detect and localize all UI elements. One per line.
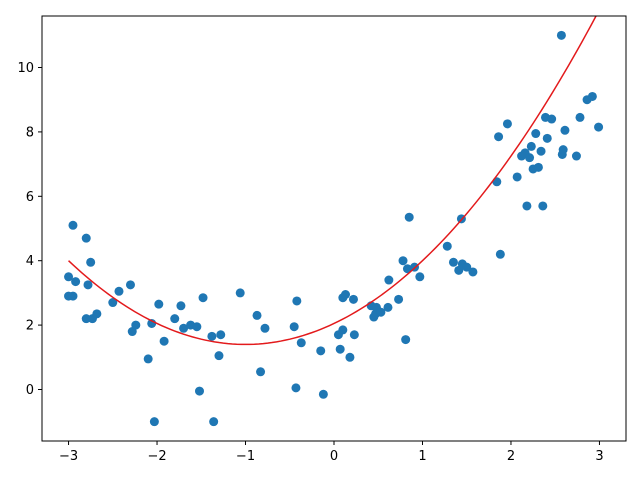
scatter-point [296, 338, 306, 348]
scatter-point [536, 146, 546, 156]
y-tick-label: 10 [17, 61, 34, 76]
scatter-point [92, 309, 102, 319]
scatter-point [341, 290, 350, 299]
x-tick-label: −1 [236, 449, 255, 464]
scatter-point [402, 264, 412, 274]
scatter-point [159, 336, 169, 346]
scatter-point [556, 30, 566, 40]
scatter-point [214, 351, 224, 361]
scatter-point [289, 322, 299, 332]
scatter-point [114, 286, 124, 296]
scatter-point [291, 383, 301, 393]
scatter-point [235, 288, 245, 298]
x-tick-label: 2 [507, 449, 515, 464]
y-tick-label: 2 [26, 319, 34, 334]
x-tick-label: −3 [59, 449, 78, 464]
scatter-point [68, 291, 78, 301]
scatter-point [108, 298, 118, 308]
scatter-point [170, 314, 180, 324]
scatter-point [125, 280, 135, 290]
scatter-point [448, 257, 458, 267]
scatter-point [81, 233, 91, 243]
scatter-point [256, 367, 266, 377]
scatter-point [176, 301, 186, 311]
scatter-point [292, 296, 302, 306]
x-tick-label: 0 [330, 449, 338, 464]
scatter-point [531, 129, 541, 139]
scatter-point [154, 299, 164, 309]
scatter-point [71, 277, 81, 287]
scatter-point [502, 119, 512, 129]
scatter-point [149, 417, 159, 427]
scatter-point [394, 294, 404, 304]
plot-area [64, 16, 604, 427]
scatter-point [571, 151, 581, 161]
scatter-point [345, 352, 355, 362]
y-tick-label: 4 [26, 254, 34, 269]
scatter-point [143, 354, 153, 364]
scatter-point [383, 302, 393, 312]
scatter-point [442, 241, 452, 251]
scatter-point [512, 172, 522, 182]
scatter-point [494, 132, 504, 142]
scatter-point [404, 212, 414, 222]
scatter-point [522, 201, 532, 211]
scatter-point [538, 201, 548, 211]
axes: −3 −2 −1 0 1 2 3 0 2 4 6 8 10 [17, 15, 627, 464]
scatter-point [349, 330, 359, 340]
x-tick-label: −2 [147, 449, 166, 464]
scatter-point [542, 133, 552, 143]
scatter-point [318, 389, 328, 399]
scatter-point [575, 112, 585, 122]
scatter-point [86, 257, 96, 267]
scatter-point [547, 114, 557, 124]
y-tick-label: 0 [26, 383, 34, 398]
scatter-point [179, 323, 189, 333]
scatter-point [462, 262, 472, 272]
y-tick-label: 8 [26, 125, 34, 140]
scatter-point [560, 125, 570, 135]
scatter-point [260, 323, 270, 333]
scatter-point [252, 310, 262, 320]
scatter-point [131, 320, 141, 330]
scatter-point [495, 249, 505, 259]
scatter-point [526, 141, 536, 151]
scatter-point [533, 162, 543, 172]
scatter-point [398, 256, 408, 266]
scatter-point [198, 293, 208, 303]
scatter-point [216, 330, 226, 340]
scatter-point [376, 307, 386, 317]
fit-curve [68, 16, 597, 346]
x-tick-label: 3 [595, 449, 603, 464]
scatter-point [468, 267, 478, 277]
scatter-point [384, 275, 394, 285]
scatter-point [209, 417, 219, 427]
scatter-point [587, 91, 597, 101]
scatter-point [594, 122, 604, 132]
x-tick-label: 1 [418, 449, 426, 464]
y-tick-label: 6 [26, 190, 34, 205]
scatter-point [558, 145, 568, 155]
scatter-point [83, 280, 93, 290]
scatter-point [415, 272, 425, 282]
scatter-point [348, 294, 358, 304]
scatter-point [192, 322, 202, 332]
scatter-point [338, 325, 348, 335]
scatter-point [207, 331, 217, 341]
scatter-point [316, 346, 326, 356]
axes-frame [41, 15, 627, 442]
scatter-point [525, 153, 535, 163]
scatter-point [335, 344, 345, 354]
scatter-point [68, 220, 78, 230]
scatter-point [401, 335, 411, 345]
scatter-point [64, 272, 74, 282]
scatter-point [81, 314, 91, 324]
scatter-point [195, 386, 204, 396]
